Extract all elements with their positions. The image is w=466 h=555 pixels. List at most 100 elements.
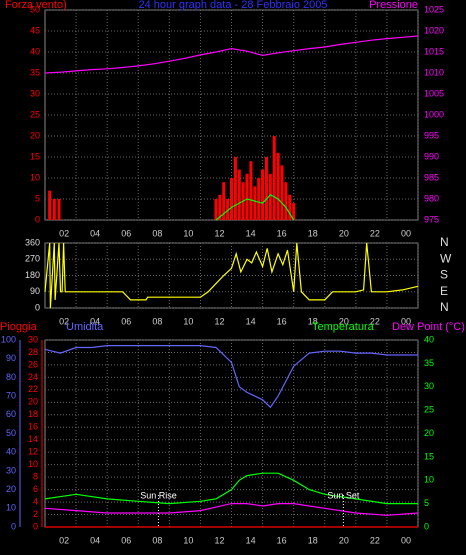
y2-tick-label: 0 [424, 521, 429, 531]
x-tick-label: 20 [339, 316, 349, 326]
x-tick-label: 14 [246, 535, 256, 545]
legend-label: Forza vento) [5, 0, 67, 11]
x-tick-label: 00 [401, 535, 411, 545]
x-tick-label: 06 [121, 316, 131, 326]
y-tick-label: 100 [1, 334, 16, 344]
y2-tick-label: E [440, 284, 448, 298]
y2-tick-label: 975 [424, 214, 439, 224]
bar [237, 169, 241, 220]
y-tick-label: 80 [6, 372, 16, 382]
bar [218, 194, 222, 220]
y2-tick-label: 1000 [424, 109, 444, 119]
bar [268, 173, 272, 220]
x-tick-label: 08 [152, 535, 162, 545]
y2-tick-label: 10 [424, 475, 434, 485]
y3-tick-label: 18 [28, 409, 38, 419]
x-tick-label: 08 [152, 316, 162, 326]
bar [253, 186, 257, 220]
y2-tick-label: 1010 [424, 67, 444, 77]
bar [272, 136, 276, 220]
y-tick-label: 20 [30, 130, 40, 140]
bar [230, 178, 233, 220]
legend-label: Pioggia [0, 321, 38, 333]
bar [288, 194, 292, 220]
x-tick-label: 18 [308, 228, 318, 238]
bar [222, 182, 226, 220]
x-tick-label: 12 [214, 316, 224, 326]
bar [52, 199, 56, 220]
bar [292, 203, 296, 220]
line [44, 503, 419, 516]
bar [249, 161, 253, 220]
y2-tick-label: N [440, 300, 449, 314]
y-tick-label: 40 [30, 46, 40, 56]
y2-tick-label: 30 [424, 381, 434, 391]
y-tick-label: 35 [30, 67, 40, 77]
x-tick-label: 10 [183, 228, 193, 238]
y3-tick-label: 8 [33, 472, 38, 482]
y-tick-label: 50 [30, 4, 40, 14]
y3-tick-label: 24 [28, 372, 38, 382]
annotation-label: Sun Set [327, 490, 360, 500]
y-tick-label: 10 [6, 503, 16, 513]
bar [284, 182, 288, 220]
bar [48, 190, 52, 220]
y2-tick-label: 1020 [424, 25, 444, 35]
y3-tick-label: 28 [28, 347, 38, 357]
y3-tick-label: 16 [28, 422, 38, 432]
y2-tick-label: 35 [424, 358, 434, 368]
x-tick-label: 00 [401, 316, 411, 326]
y-tick-label: 40 [6, 447, 16, 457]
annotation-label: Sun Rise [140, 490, 177, 500]
bar [214, 199, 218, 220]
y2-tick-label: 1015 [424, 46, 444, 56]
y-tick-label: 30 [6, 465, 16, 475]
y2-tick-label: 1005 [424, 88, 444, 98]
x-tick-label: 16 [277, 228, 287, 238]
y3-tick-label: 22 [28, 384, 38, 394]
legend-label: Pressione [369, 0, 418, 11]
y-tick-label: 10 [30, 172, 40, 182]
x-tick-label: 22 [370, 535, 380, 545]
x-tick-label: 00 [401, 228, 411, 238]
y2-tick-label: 20 [424, 428, 434, 438]
y3-tick-label: 14 [28, 434, 38, 444]
line [44, 345, 418, 409]
x-tick-label: 16 [277, 316, 287, 326]
x-tick-label: 22 [370, 228, 380, 238]
x-tick-label: 06 [121, 535, 131, 545]
y-tick-label: 90 [6, 353, 16, 363]
x-tick-label: 20 [339, 535, 349, 545]
x-tick-label: 10 [183, 535, 193, 545]
y2-tick-label: 985 [424, 172, 439, 182]
x-tick-label: 02 [59, 228, 69, 238]
x-tick-label: 04 [90, 228, 100, 238]
x-tick-label: 10 [183, 316, 193, 326]
x-tick-label: 18 [308, 316, 318, 326]
bar [276, 152, 280, 220]
x-tick-label: 12 [214, 535, 224, 545]
y2-tick-label: 980 [424, 193, 439, 203]
bar [245, 173, 249, 220]
y2-tick-label: 40 [424, 334, 434, 344]
y-tick-label: 15 [30, 151, 40, 161]
x-tick-label: 12 [214, 228, 224, 238]
y2-tick-label: 5 [424, 498, 429, 508]
bar [264, 157, 268, 220]
y-tick-label: 270 [25, 254, 40, 264]
y2-tick-label: 995 [424, 130, 439, 140]
y2-tick-label: W [440, 251, 452, 265]
line [215, 194, 295, 221]
y3-tick-label: 6 [33, 484, 38, 494]
y-tick-label: 5 [35, 193, 40, 203]
x-tick-label: 14 [246, 228, 256, 238]
x-tick-label: 02 [59, 316, 69, 326]
x-tick-label: 04 [90, 535, 100, 545]
y3-tick-label: 20 [28, 397, 38, 407]
bar [233, 157, 237, 220]
bar [226, 199, 230, 220]
y2-tick-label: 990 [424, 151, 439, 161]
x-tick-label: 18 [308, 535, 318, 545]
